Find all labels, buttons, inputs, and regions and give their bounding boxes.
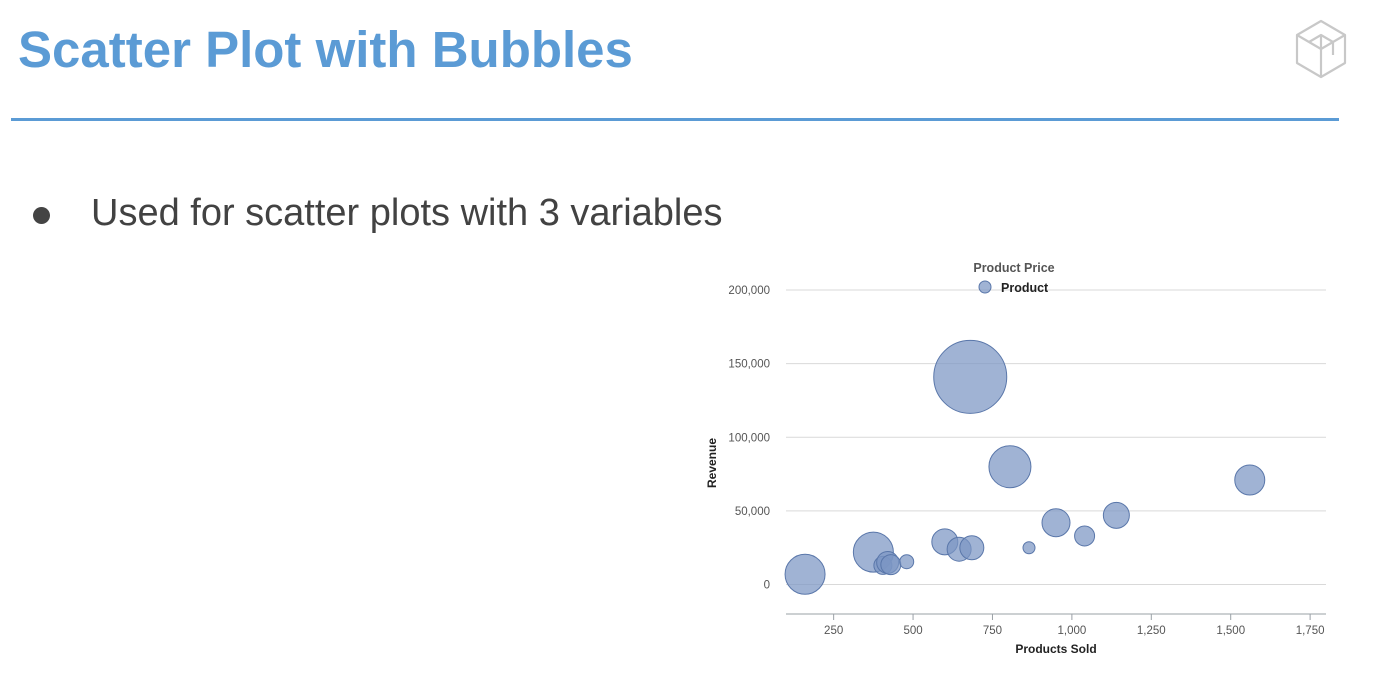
bubble-series	[784, 339, 1266, 595]
x-tick-label: 1,500	[1216, 625, 1245, 637]
x-tick-label: 250	[824, 625, 843, 637]
bullet-marker	[33, 207, 50, 224]
x-tick-labels: 250 500 750 1,000 1,250 1,500 1,750	[824, 625, 1324, 637]
bubble-point[interactable]	[1074, 525, 1096, 547]
bubble-point[interactable]	[1022, 541, 1036, 555]
x-axis-title: Products Sold	[1015, 642, 1096, 656]
chart-title: Product Price	[973, 261, 1054, 275]
y-axis-title: Revenue	[705, 438, 719, 488]
bubble-point[interactable]	[784, 553, 826, 595]
bullet-text: Used for scatter plots with 3 variables	[91, 192, 723, 234]
bubble-point[interactable]	[880, 554, 902, 576]
x-tick-label: 500	[903, 625, 922, 637]
x-tick-label: 1,000	[1057, 625, 1086, 637]
bubble-chart: 0 50,000 100,000 150,000 200,000 250 500 750 1,…	[705, 261, 1326, 656]
y-tick-label: 0	[764, 580, 770, 592]
title-divider	[11, 118, 1339, 121]
slide-title: Scatter Plot with Bubbles	[18, 21, 633, 78]
y-tick-label: 200,000	[728, 285, 770, 297]
y-tick-label: 100,000	[728, 432, 770, 444]
bubble-point[interactable]	[988, 445, 1032, 489]
x-tick-label: 1,750	[1296, 625, 1325, 637]
legend-marker	[978, 280, 992, 294]
bubble-point[interactable]	[1041, 508, 1071, 538]
legend-label[interactable]: Product	[1001, 281, 1049, 295]
y-tick-label: 50,000	[735, 506, 770, 518]
y-axis: 0 50,000 100,000 150,000 200,000	[728, 285, 770, 592]
x-tick-label: 750	[983, 625, 1002, 637]
bubble-point[interactable]	[959, 535, 985, 561]
bubble-point[interactable]	[1102, 501, 1130, 529]
bubble-point[interactable]	[1234, 464, 1266, 496]
x-axis	[786, 613, 1326, 620]
y-tick-label: 150,000	[728, 359, 770, 371]
legend[interactable]: Product	[978, 280, 1049, 295]
bubble-point[interactable]	[933, 339, 1008, 414]
bubble-point[interactable]	[899, 554, 915, 570]
x-tick-label: 1,250	[1137, 625, 1166, 637]
grid-lines	[786, 289, 1326, 586]
cube-logo-icon	[1295, 19, 1347, 79]
